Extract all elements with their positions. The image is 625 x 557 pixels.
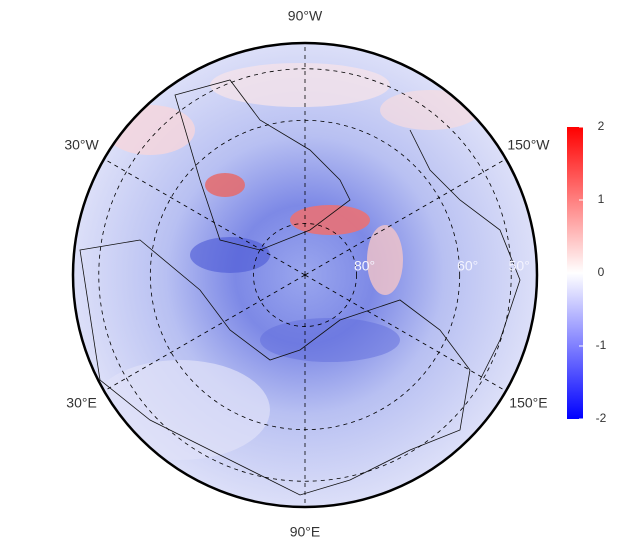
longitude-label: 30°E: [66, 395, 97, 411]
longitude-line: [103, 274, 306, 392]
colorbar-tick-label: -2: [596, 411, 607, 425]
longitude-label: 150°W: [507, 137, 550, 153]
longitude-label: 30°W: [64, 137, 99, 153]
colorbar-tick-label: 2: [598, 119, 605, 133]
latitude-label: 50°: [509, 258, 530, 274]
longitude-line: [304, 158, 507, 276]
latitude-circle: [98, 68, 512, 482]
longitude-line: [304, 274, 507, 392]
longitude-label: 150°E: [509, 395, 547, 411]
graticule-labels: 80° 60° 50° 90°W 30°W 150°W 30°E 150°E 90°E: [64, 8, 550, 540]
colorbar-tick-label: 0: [598, 265, 605, 279]
longitude-line: [103, 158, 306, 276]
colorbar: -2 -1 0 1 2: [567, 119, 607, 425]
latitude-label: 80°: [354, 258, 375, 274]
graticule: [98, 43, 512, 507]
map-border: [71, 41, 539, 509]
longitude-label: 90°E: [290, 524, 321, 540]
latitude-label: 60°: [457, 258, 478, 274]
longitude-label: 90°W: [288, 8, 323, 24]
colorbar-tick-label: 1: [598, 192, 605, 206]
colorbar-tick-label: -1: [596, 338, 607, 352]
